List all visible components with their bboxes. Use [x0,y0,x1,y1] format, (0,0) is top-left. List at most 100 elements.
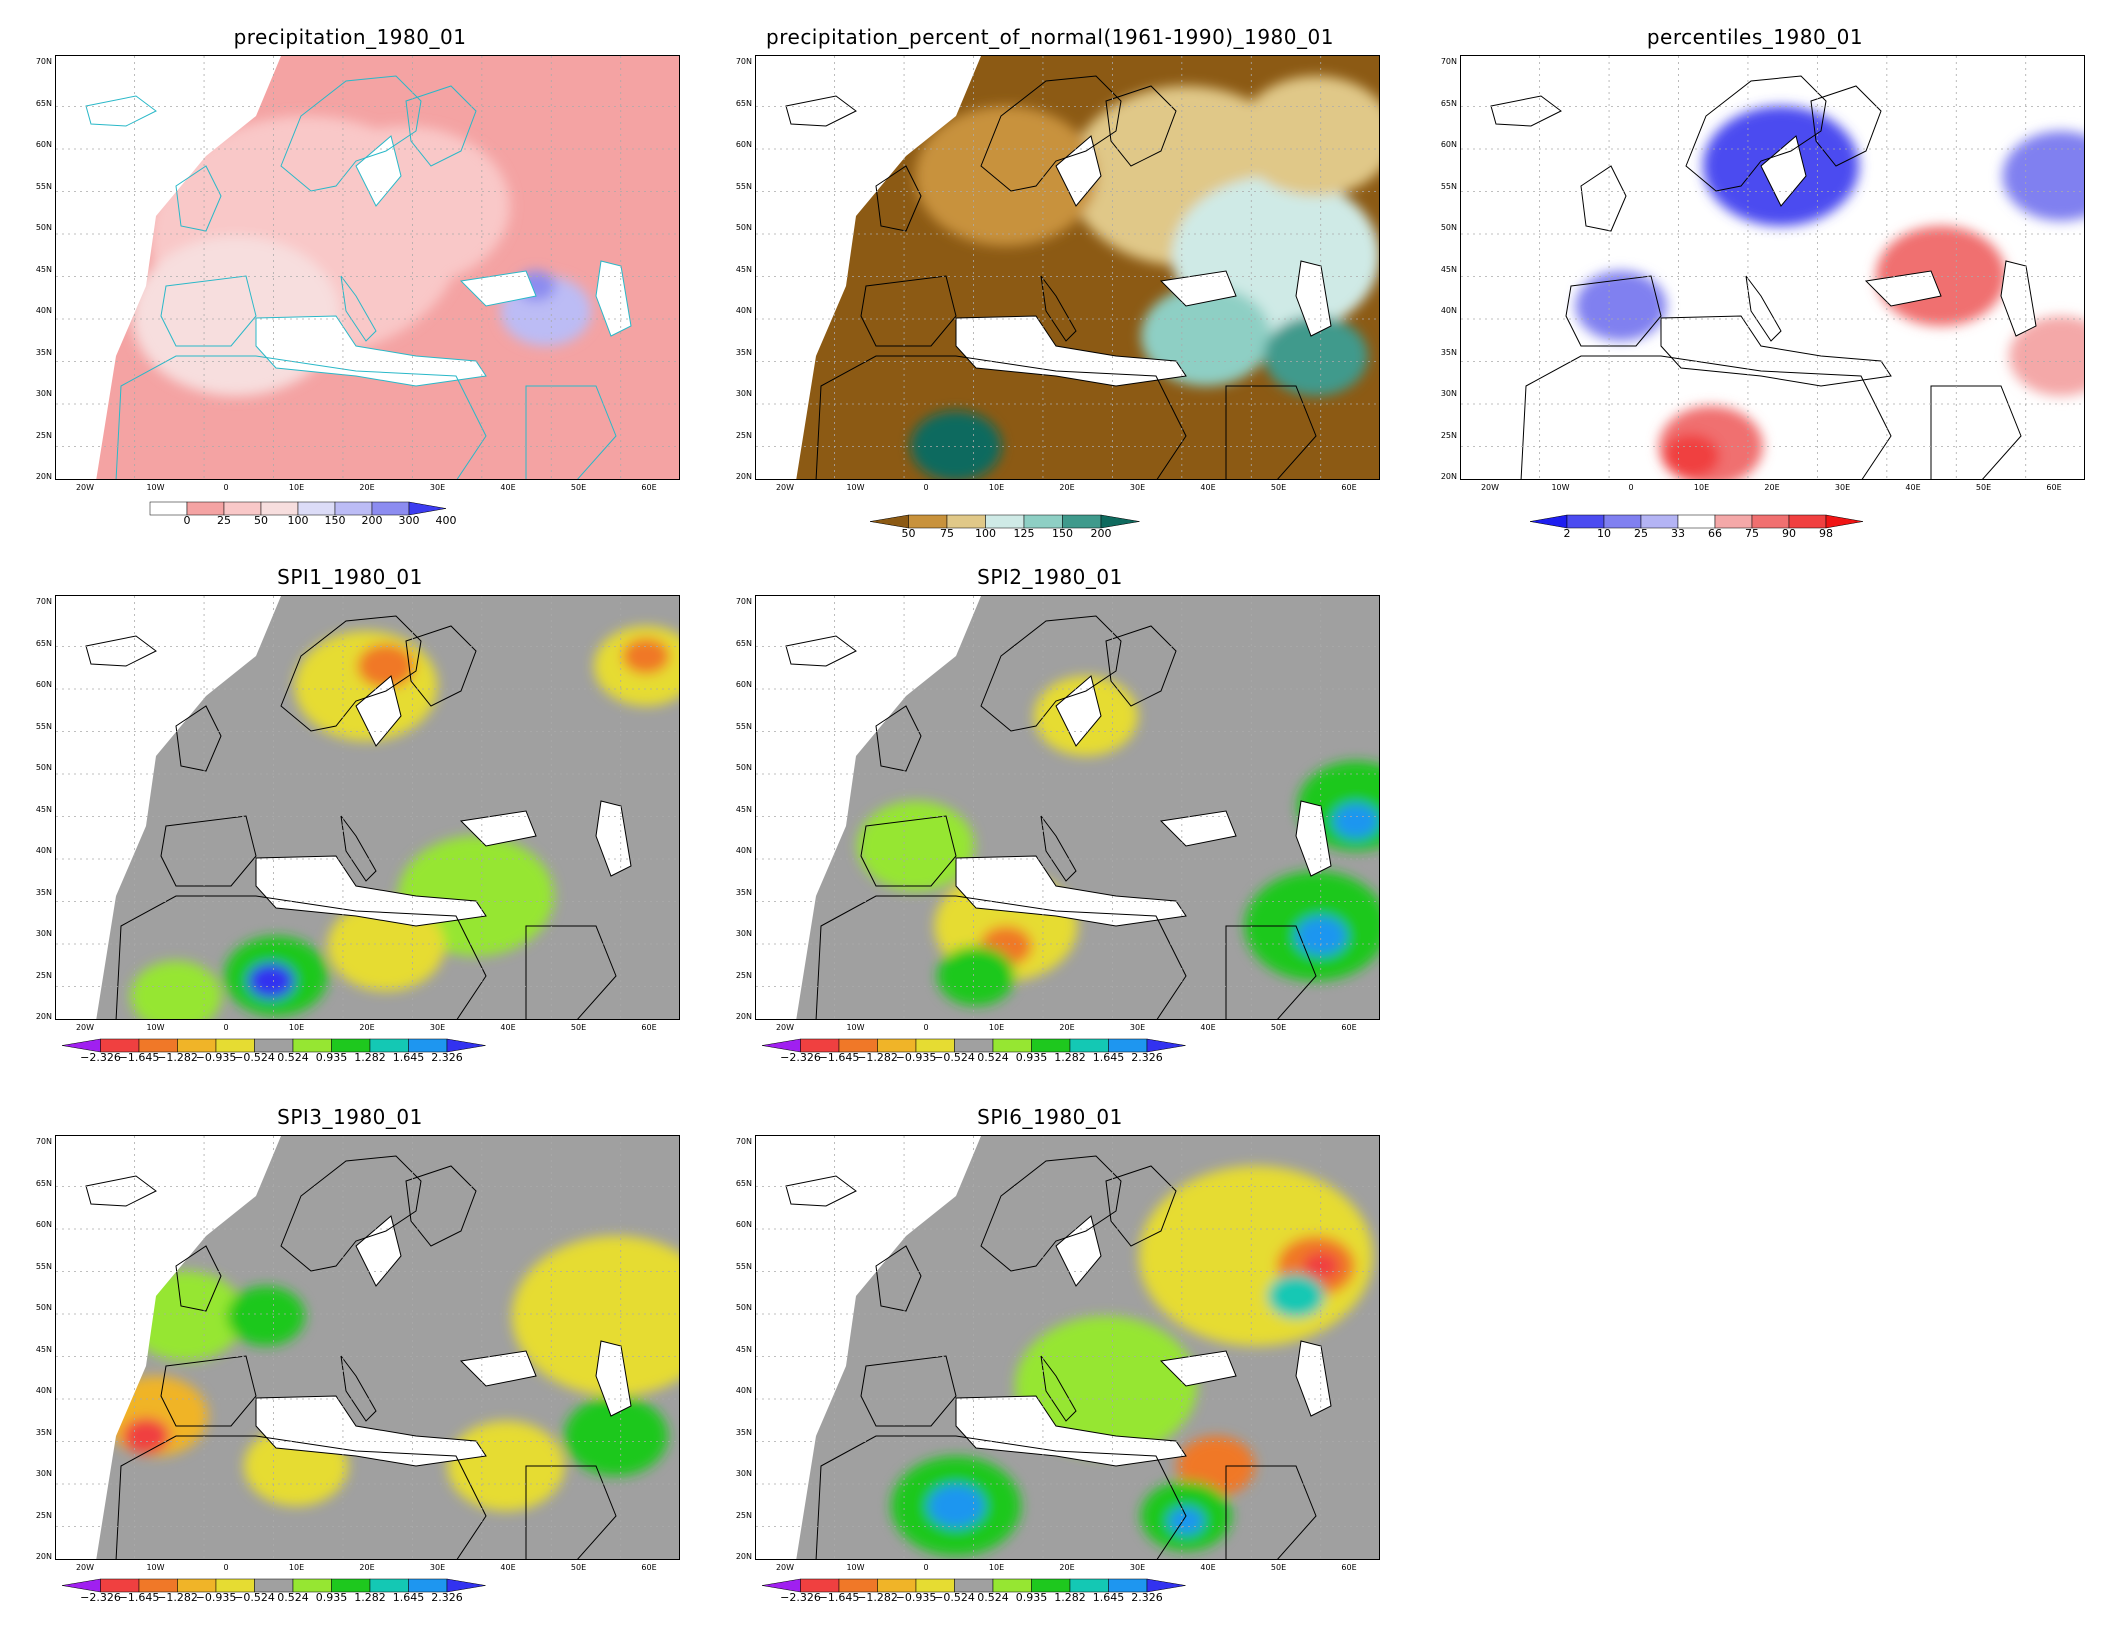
coastline [1864,270,1942,307]
map-field [56,1136,679,1559]
lon-tick-label: 10E [1693,483,1710,492]
anomaly-region [915,106,1097,246]
panel-title: SPI3_1980_01 [277,1105,423,1129]
colorbar-swatch [1529,514,1568,529]
map-field [1461,56,2084,479]
colorbar-swatch [408,501,447,516]
sea-mask [596,261,631,336]
coastline [255,315,487,387]
lon-tick-label: 20E [359,483,375,492]
lat-tick-label: 20N [1440,472,1457,481]
lon-tick-label: 20W [75,1563,95,1572]
lat-tick-label: 65N [735,1178,752,1188]
lon-tick-label: 20E [1764,483,1780,492]
coastline [355,1215,402,1287]
colorbar-label: −1.645 [118,1591,160,1604]
colorbar-label: 50 [901,527,916,540]
lon-tick-label: 20W [775,1563,795,1572]
lat-tick-label: 45N [35,804,52,814]
lat-tick-label: 25N [735,970,752,980]
lon-tick-label: 60E [1341,1563,1357,1572]
lat-tick-label: 40N [35,306,52,315]
anomaly-region [1177,1436,1255,1496]
coastline [1490,95,1562,127]
colorbar-label: 66 [1708,527,1722,540]
lat-tick-label: 25N [735,1510,752,1520]
ocean-mask [756,1136,981,1559]
panel-title: SPI6_1980_01 [977,1105,1123,1129]
lon-tick-label: 10W [146,1563,165,1572]
sea-mask [2001,261,2036,336]
colorbar: 50 75 100 125 150 200 [869,513,1140,540]
colorbar-swatch [1146,1038,1186,1053]
colorbar-label: 150 [324,514,346,527]
lon-tick-label: 0 [923,1023,929,1032]
lat-tick-label: 60N [35,140,52,149]
panel-title: SPI1_1980_01 [277,565,423,589]
colorbar-label: −1.645 [118,1051,160,1064]
lon-tick-label: 50E [1975,483,1992,492]
lat-tick-label: 40N [35,846,52,855]
coastline [875,705,922,772]
lon-tick-label: 0 [223,1563,229,1572]
colorbar-label: 200 [361,514,383,527]
anomaly-region [1662,434,1720,478]
colorbar-label: 150 [1052,527,1073,540]
colorbar-swatch [1825,514,1864,529]
coastline [1040,1355,1077,1422]
colorbar-label: 1.282 [1054,1591,1086,1604]
anomaly-region [1332,803,1379,839]
lat-tick-label: 35N [1440,347,1457,357]
colorbar-label: 2.326 [431,1591,463,1604]
lat-tick-label: 45N [35,1344,52,1354]
colorbar-swatches [869,514,1140,529]
lat-tick-label: 25N [735,430,752,440]
colorbar-label: 300 [398,514,420,527]
coastline [1660,315,1892,387]
anomaly-region [910,411,1002,479]
map-area [755,1135,1380,1560]
coastline [1930,385,2022,479]
coastline [1810,85,1882,167]
colorbar-label: 400 [435,514,457,527]
anomaly-region [512,1236,679,1396]
map-area [55,595,680,1020]
lon-tick-label: 50E [1270,1563,1287,1572]
colorbar-label: 1.282 [1054,1051,1086,1064]
panel-title: precipitation_percent_of_normal(1961-199… [766,25,1334,49]
colorbar-label: 125 [1013,527,1035,540]
coastline [355,135,402,207]
ocean-mask [756,56,981,479]
ocean-mask [56,56,281,479]
lat-tick-label: 50N [35,223,52,232]
coastline [1159,270,1237,307]
lat-tick-label: 35N [35,1427,52,1437]
lat-tick-label: 65N [735,98,752,108]
coastline [255,1395,487,1467]
lat-tick-label: 65N [1440,98,1457,108]
sea-mask [596,801,631,876]
anomaly-region [1167,1507,1205,1535]
colorbar-label: 50 [254,514,268,527]
sea-mask [596,1341,631,1416]
coastline [459,270,537,307]
coastline [459,1350,537,1387]
colorbar-swatches [761,1038,1186,1053]
coastline [160,275,257,347]
lat-tick-label: 55N [35,181,52,191]
coastline [1105,625,1177,707]
colorbar-swatches [1529,514,1864,529]
lat-tick-label: 70N [35,597,52,606]
coastline [1295,800,1332,877]
anomaly-region [1575,271,1667,341]
lat-tick-label: 65N [735,638,752,648]
colorbar-label: −1.282 [857,1591,898,1604]
coastline [459,810,537,847]
lat-tick-label: 50N [35,1303,52,1312]
lon-tick-label: 50E [1270,483,1287,492]
coastline [595,1340,632,1417]
lat-tick-label: 20N [35,1012,52,1021]
colorbar-label: −0.935 [195,1051,237,1064]
colorbar-label: 0.524 [277,1591,309,1604]
lat-tick-label: 30N [35,929,52,938]
